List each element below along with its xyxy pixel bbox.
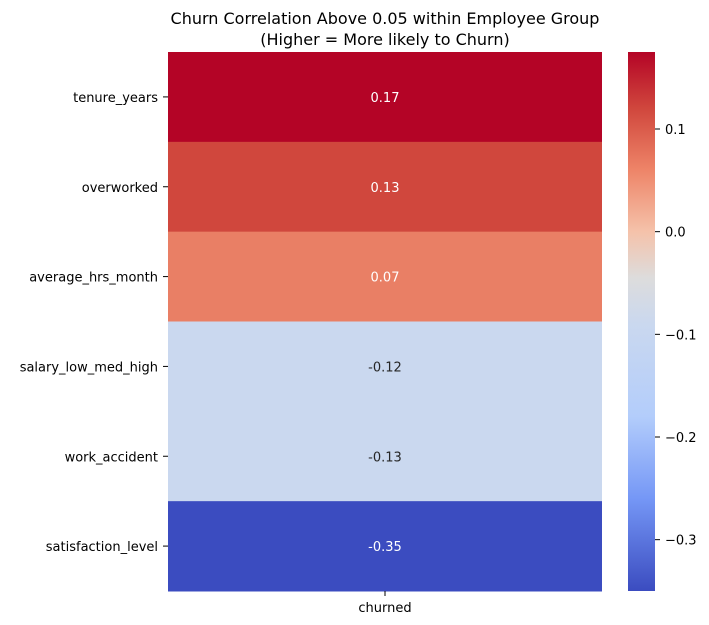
row-label: satisfaction_level bbox=[46, 540, 158, 555]
heatmap-cell-work-accident bbox=[168, 411, 602, 502]
row-label: tenure_years bbox=[73, 91, 158, 106]
colorbar-tick-label: 0.1 bbox=[665, 123, 686, 138]
row-tick-labels: tenure_years overworked average_hrs_months… bbox=[20, 91, 168, 555]
row-label: overworked bbox=[82, 181, 158, 196]
cell-value-label: -0.35 bbox=[368, 540, 402, 555]
heatmap-cell-satisfaction-level bbox=[168, 501, 602, 592]
cell-value-label: -0.12 bbox=[368, 360, 402, 375]
cell-value-label: 0.13 bbox=[371, 181, 400, 196]
colorbar-tick-label: −0.3 bbox=[665, 534, 697, 549]
column-tick-labels: churned bbox=[358, 591, 412, 616]
colorbar-tick-label: 0.0 bbox=[665, 226, 686, 241]
heatmap-cell-average-hrs-month bbox=[168, 231, 602, 322]
row-label: average_hrs_month bbox=[29, 271, 158, 286]
heatmap-cells: 0.17 0.13 0.07 -0.12 -0.13 -0.35 bbox=[168, 52, 602, 592]
colorbar-tick-label: −0.1 bbox=[665, 328, 697, 343]
heatmap-cell-tenure-years bbox=[168, 52, 602, 143]
column-label: churned bbox=[358, 601, 411, 616]
chart-title-line-1: Churn Correlation Above 0.05 within Empl… bbox=[171, 9, 600, 28]
colorbar: 0.1 0.0 −0.1 −0.2 −0.3 bbox=[628, 52, 697, 591]
cell-value-label: 0.17 bbox=[371, 91, 400, 106]
cell-value-label: 0.07 bbox=[371, 271, 400, 286]
cell-value-label: -0.13 bbox=[368, 450, 402, 465]
colorbar-gradient bbox=[628, 52, 655, 591]
chart-title: Churn Correlation Above 0.05 within Empl… bbox=[171, 9, 600, 49]
row-label: salary_low_med_high bbox=[20, 360, 158, 375]
heatmap-cell-salary-low-med-high bbox=[168, 321, 602, 412]
row-label: work_accident bbox=[65, 450, 158, 465]
chart-title-line-2: (Higher = More likely to Churn) bbox=[260, 30, 509, 49]
heatmap-cell-overworked bbox=[168, 141, 602, 233]
colorbar-tick-label: −0.2 bbox=[665, 431, 697, 446]
